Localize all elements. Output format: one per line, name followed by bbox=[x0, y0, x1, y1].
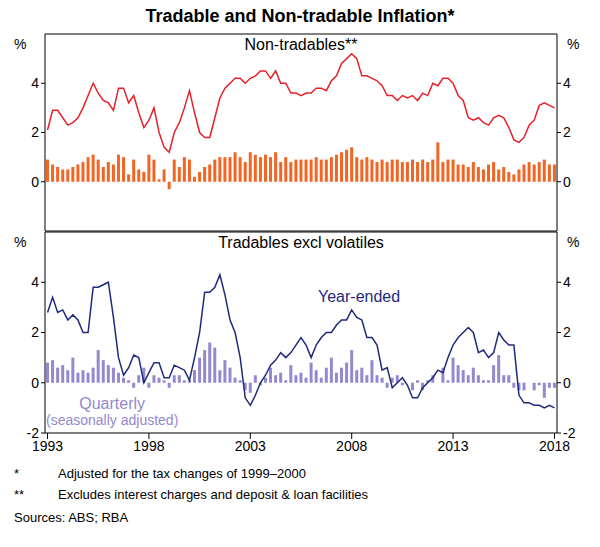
svg-text:0: 0 bbox=[31, 174, 39, 190]
html-text:Year-ended: Year-ended bbox=[318, 288, 401, 305]
svg-text:0: 0 bbox=[563, 174, 571, 190]
html-text:Sources: ABS; RBA: Sources: ABS; RBA bbox=[14, 510, 129, 525]
svg-text:0: 0 bbox=[563, 375, 571, 391]
svg-text:4: 4 bbox=[563, 75, 571, 91]
svg-text:2: 2 bbox=[31, 324, 39, 340]
svg-text:4: 4 bbox=[563, 274, 571, 290]
svg-text:2: 2 bbox=[31, 124, 39, 140]
svg-text:2013: 2013 bbox=[438, 438, 469, 454]
svg-text:2018: 2018 bbox=[538, 437, 570, 454]
html-text:Adjusted for the tax changes o: Adjusted for the tax changes of 1999–200… bbox=[58, 466, 306, 481]
svg-text:0: 0 bbox=[31, 375, 39, 391]
svg-text:1998: 1998 bbox=[133, 438, 164, 454]
html-text:Excludes interest charges and: Excludes interest charges and deposit & … bbox=[58, 487, 368, 502]
svg-text:2008: 2008 bbox=[336, 438, 367, 454]
html-text:Quarterly: Quarterly bbox=[79, 395, 145, 412]
html-text:(seasonally adjusted): (seasonally adjusted) bbox=[46, 412, 179, 428]
svg-text:-2: -2 bbox=[27, 425, 40, 441]
svg-text:-2: -2 bbox=[563, 425, 576, 441]
html-text:Non-tradables**: Non-tradables** bbox=[244, 36, 358, 53]
svg-text:2: 2 bbox=[563, 324, 571, 340]
svg-text:1993: 1993 bbox=[32, 437, 64, 454]
html-text:Tradables excl volatiles: Tradables excl volatiles bbox=[218, 234, 384, 251]
svg-text:2: 2 bbox=[563, 124, 571, 140]
svg-text:4: 4 bbox=[31, 75, 39, 91]
svg-text:4: 4 bbox=[31, 274, 39, 290]
html-text:Tradable and Non-tradable Infl: Tradable and Non-tradable Inflation* bbox=[145, 6, 455, 26]
svg-text:2003: 2003 bbox=[235, 438, 266, 454]
